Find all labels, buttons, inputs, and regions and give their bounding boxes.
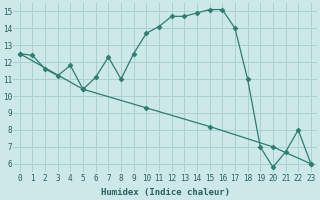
X-axis label: Humidex (Indice chaleur): Humidex (Indice chaleur)	[101, 188, 230, 197]
